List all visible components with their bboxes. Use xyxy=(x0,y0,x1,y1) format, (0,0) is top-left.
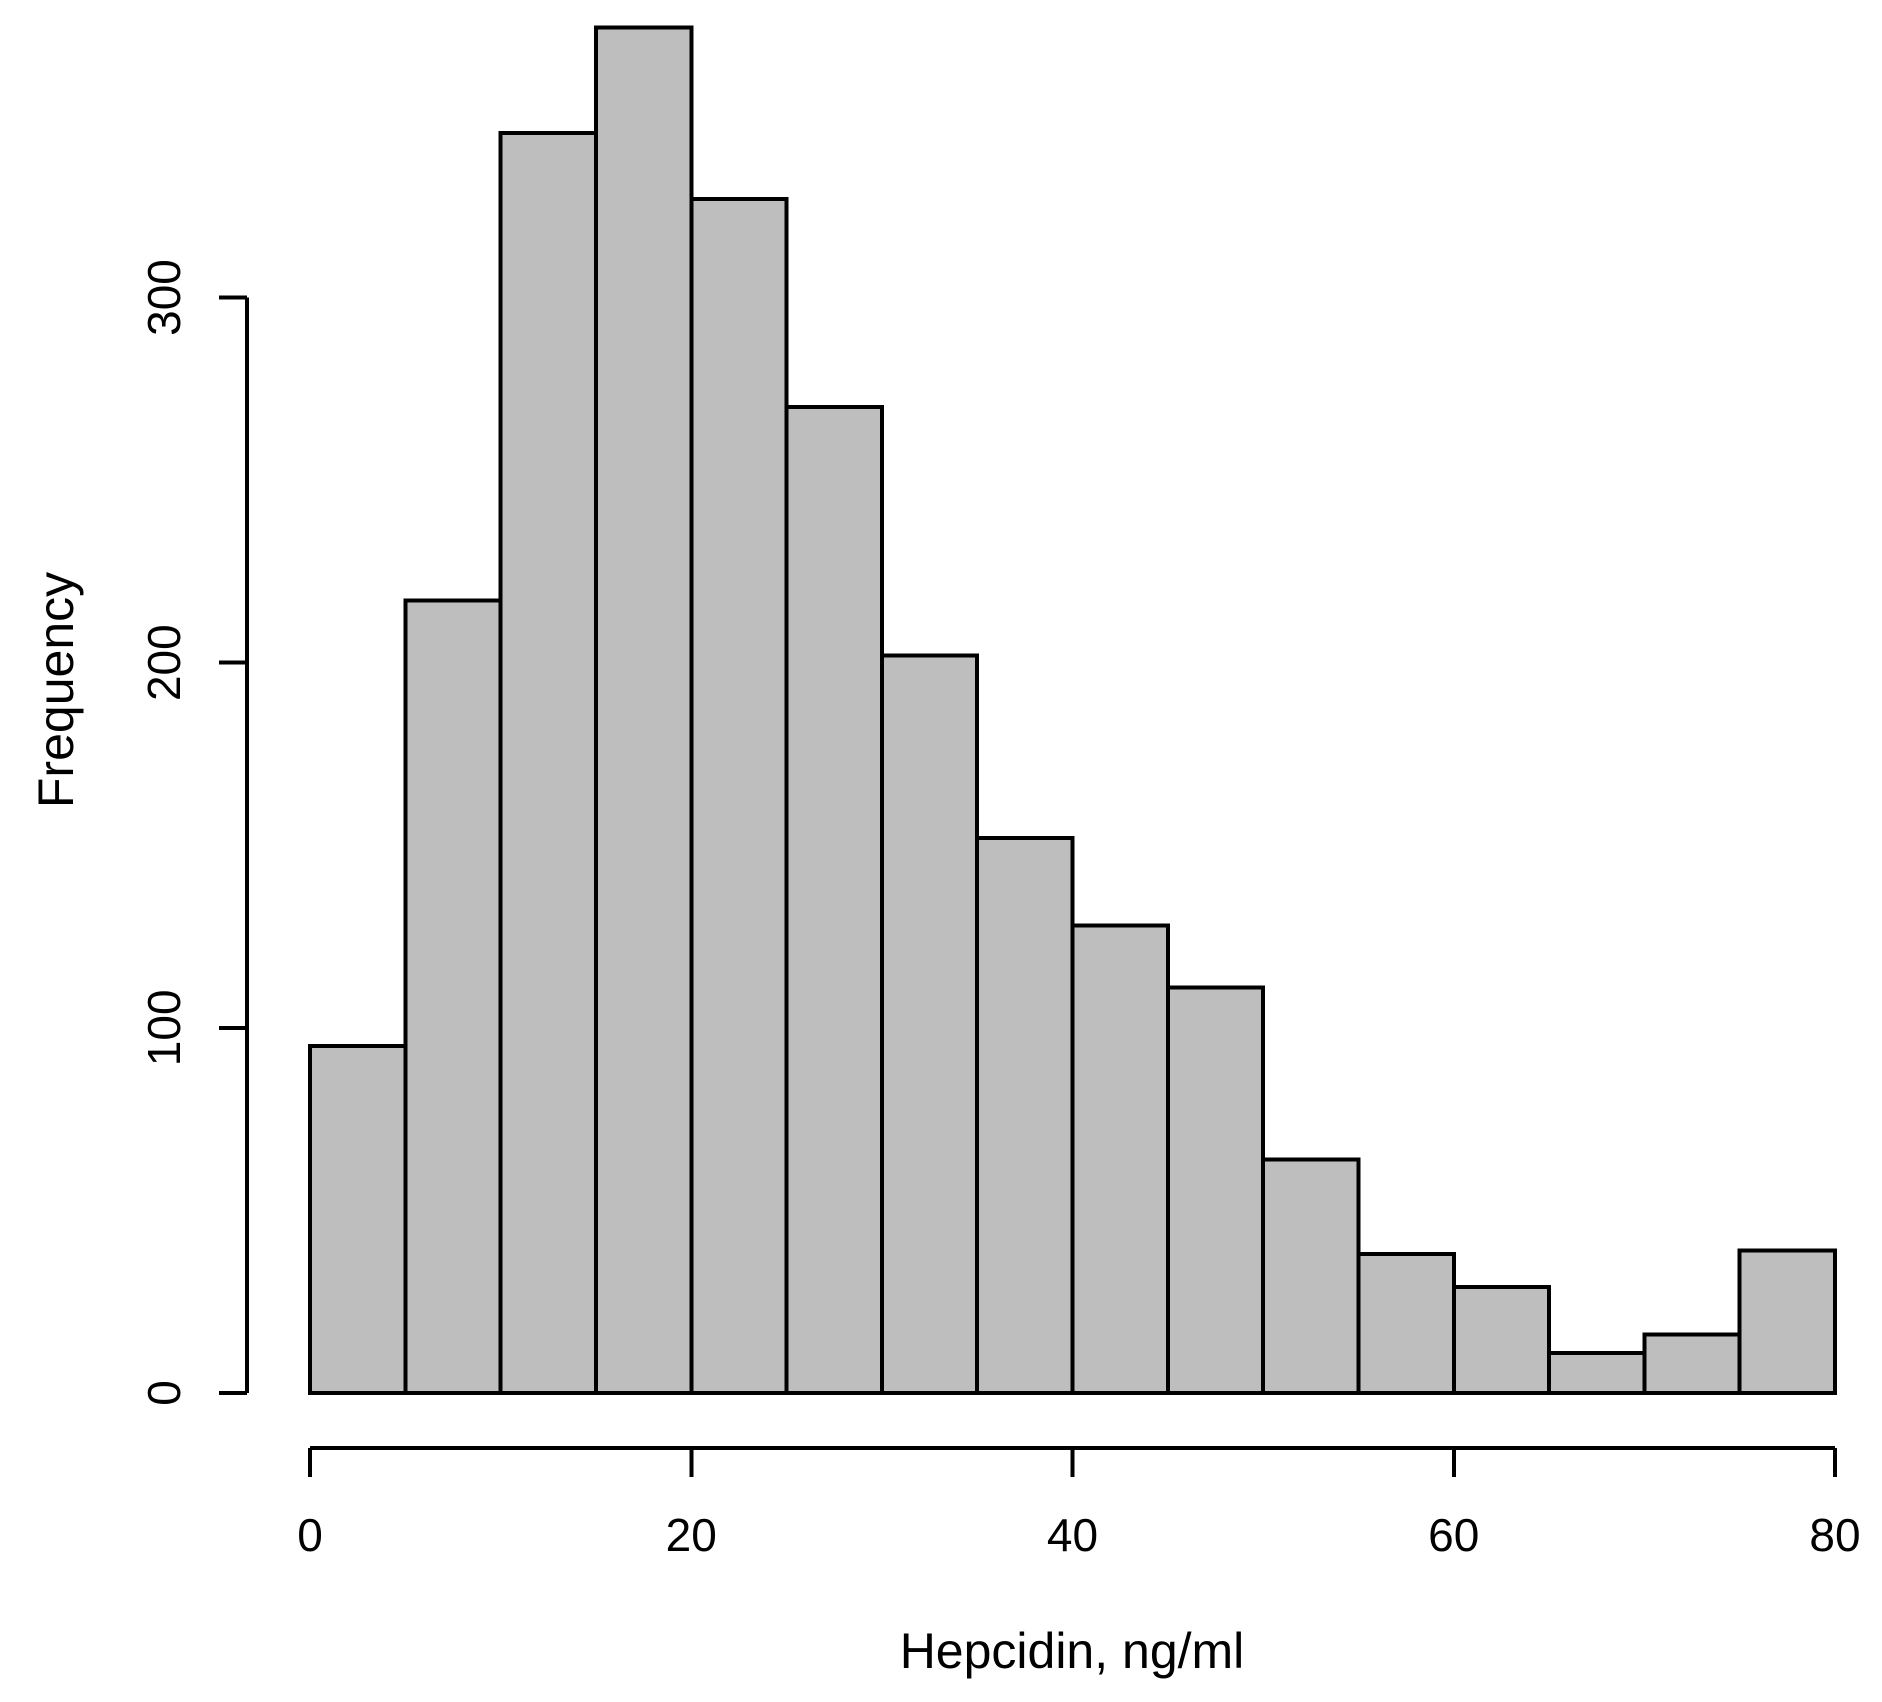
histogram-bar xyxy=(879,653,980,1395)
x-tick-label: 60 xyxy=(1428,1509,1479,1561)
histogram-bar xyxy=(1642,1332,1742,1395)
y-tick-label: 100 xyxy=(138,989,190,1066)
x-tick-label: 20 xyxy=(666,1509,717,1561)
histogram-bar xyxy=(593,25,694,1395)
x-tick-label: 0 xyxy=(297,1509,323,1561)
tick-labels: 0 100 200 300 0 20 40 60 80 xyxy=(138,259,1861,1561)
y-axis-title: Frequency xyxy=(28,572,84,808)
axes xyxy=(219,295,1837,1477)
histogram-bar xyxy=(784,405,884,1395)
histogram-bar xyxy=(1070,923,1170,1396)
histogram-bar xyxy=(308,1044,408,1395)
histogram-bar xyxy=(498,131,598,1395)
histogram-bar xyxy=(1356,1252,1456,1395)
histogram-bar xyxy=(689,196,789,1395)
x-axis-title: Hepcidin, ng/ml xyxy=(900,1623,1245,1679)
histogram-bar xyxy=(403,598,503,1395)
histogram-bar xyxy=(1451,1285,1552,1395)
x-tick-label: 80 xyxy=(1809,1509,1860,1561)
y-tick-label: 200 xyxy=(138,624,190,701)
histogram-bar xyxy=(1261,1157,1361,1396)
histogram-bar xyxy=(975,835,1075,1395)
histogram-bar xyxy=(1737,1248,1837,1396)
histogram-bar xyxy=(1547,1350,1647,1395)
histogram-bar xyxy=(1165,985,1266,1395)
y-tick-label: 0 xyxy=(138,1380,190,1406)
histogram-bars xyxy=(308,25,1837,1396)
y-tick-label: 300 xyxy=(138,259,190,336)
x-tick-label: 40 xyxy=(1047,1509,1098,1561)
